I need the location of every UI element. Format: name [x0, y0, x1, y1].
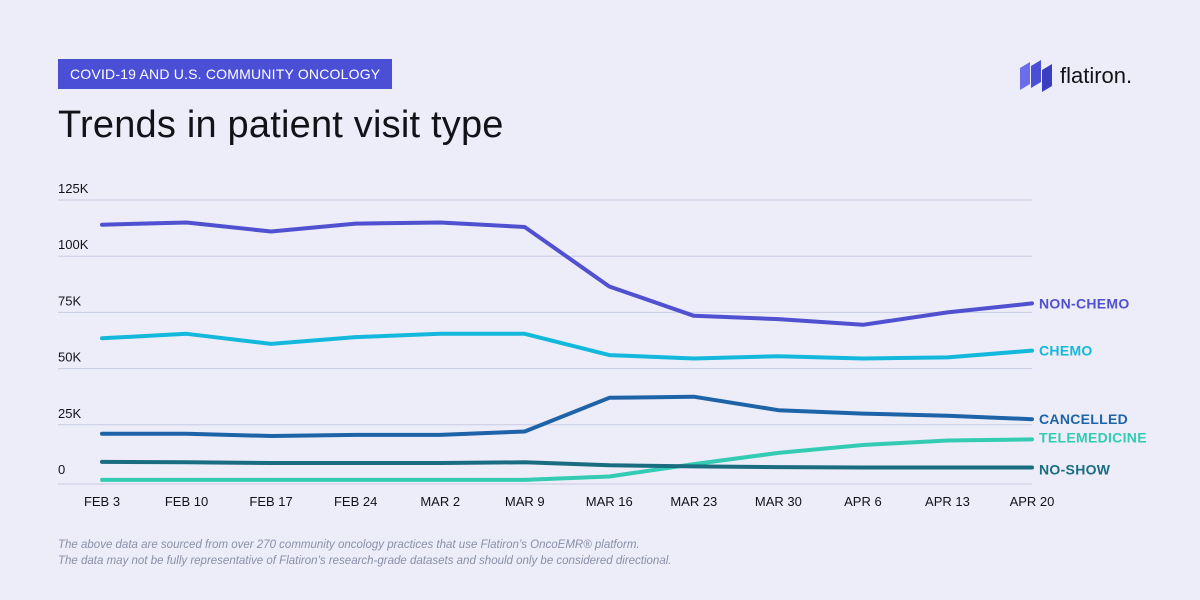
footnote-line-2: The data may not be fully representative… [58, 555, 672, 567]
x-tick-label: APR 13 [925, 494, 970, 509]
logo-wordmark: flatiron. [1060, 63, 1133, 88]
flatiron-logo-icon [1020, 60, 1052, 92]
x-tick-label: FEB 10 [165, 494, 208, 509]
series-line-non-chemo [100, 220, 1034, 327]
y-tick-label: 25K [58, 406, 81, 421]
x-tick-label: FEB 17 [249, 494, 292, 509]
series-label-chemo: CHEMO [1039, 343, 1093, 359]
y-tick-label: 0 [58, 462, 65, 477]
series-label-telemedicine: TELEMEDICINE [1039, 429, 1147, 445]
series-line-chemo [100, 331, 1034, 361]
x-tick-label: MAR 23 [670, 494, 717, 509]
series-line-no-show [100, 459, 1034, 470]
series-label-cancelled: CANCELLED [1039, 411, 1128, 427]
footnote: The above data are sourced from over 270… [58, 537, 671, 569]
series-line-cancelled [100, 394, 1034, 438]
page-title: Trends in patient visit type [58, 104, 504, 146]
x-tick-label: MAR 2 [420, 494, 460, 509]
x-tick-label: APR 6 [844, 494, 882, 509]
x-tick-label: MAR 9 [505, 494, 545, 509]
y-axis-ticks: 0 25K 50K 75K 100K 125K [58, 181, 89, 477]
series-line-telemedicine [100, 437, 1034, 482]
series-label-no-show: NO-SHOW [1039, 462, 1111, 478]
series-labels: NON-CHEMO CHEMO CANCELLED TELEMEDICINE NO-SH… [1039, 295, 1147, 477]
x-tick-label: MAR 30 [755, 494, 802, 509]
y-tick-label: 50K [58, 350, 81, 365]
series-label-non-chemo: NON-CHEMO [1039, 295, 1130, 311]
x-tick-label: APR 20 [1010, 494, 1055, 509]
y-tick-label: 125K [58, 181, 89, 196]
series-lines [100, 220, 1034, 482]
x-tick-label: FEB 24 [334, 494, 377, 509]
brand-logo: flatiron. [1020, 58, 1132, 94]
x-tick-label: MAR 16 [586, 494, 633, 509]
x-axis-ticks: FEB 3 FEB 10 FEB 17 FEB 24 MAR 2 MAR 9 MAR 16 M… [84, 494, 1054, 509]
x-tick-label: FEB 3 [84, 494, 120, 509]
y-tick-label: 100K [58, 237, 89, 252]
footnote-line-1: The above data are sourced from over 270… [58, 539, 640, 551]
y-tick-label: 75K [58, 293, 81, 308]
category-badge: COVID-19 AND U.S. COMMUNITY ONCOLOGY [58, 59, 393, 89]
